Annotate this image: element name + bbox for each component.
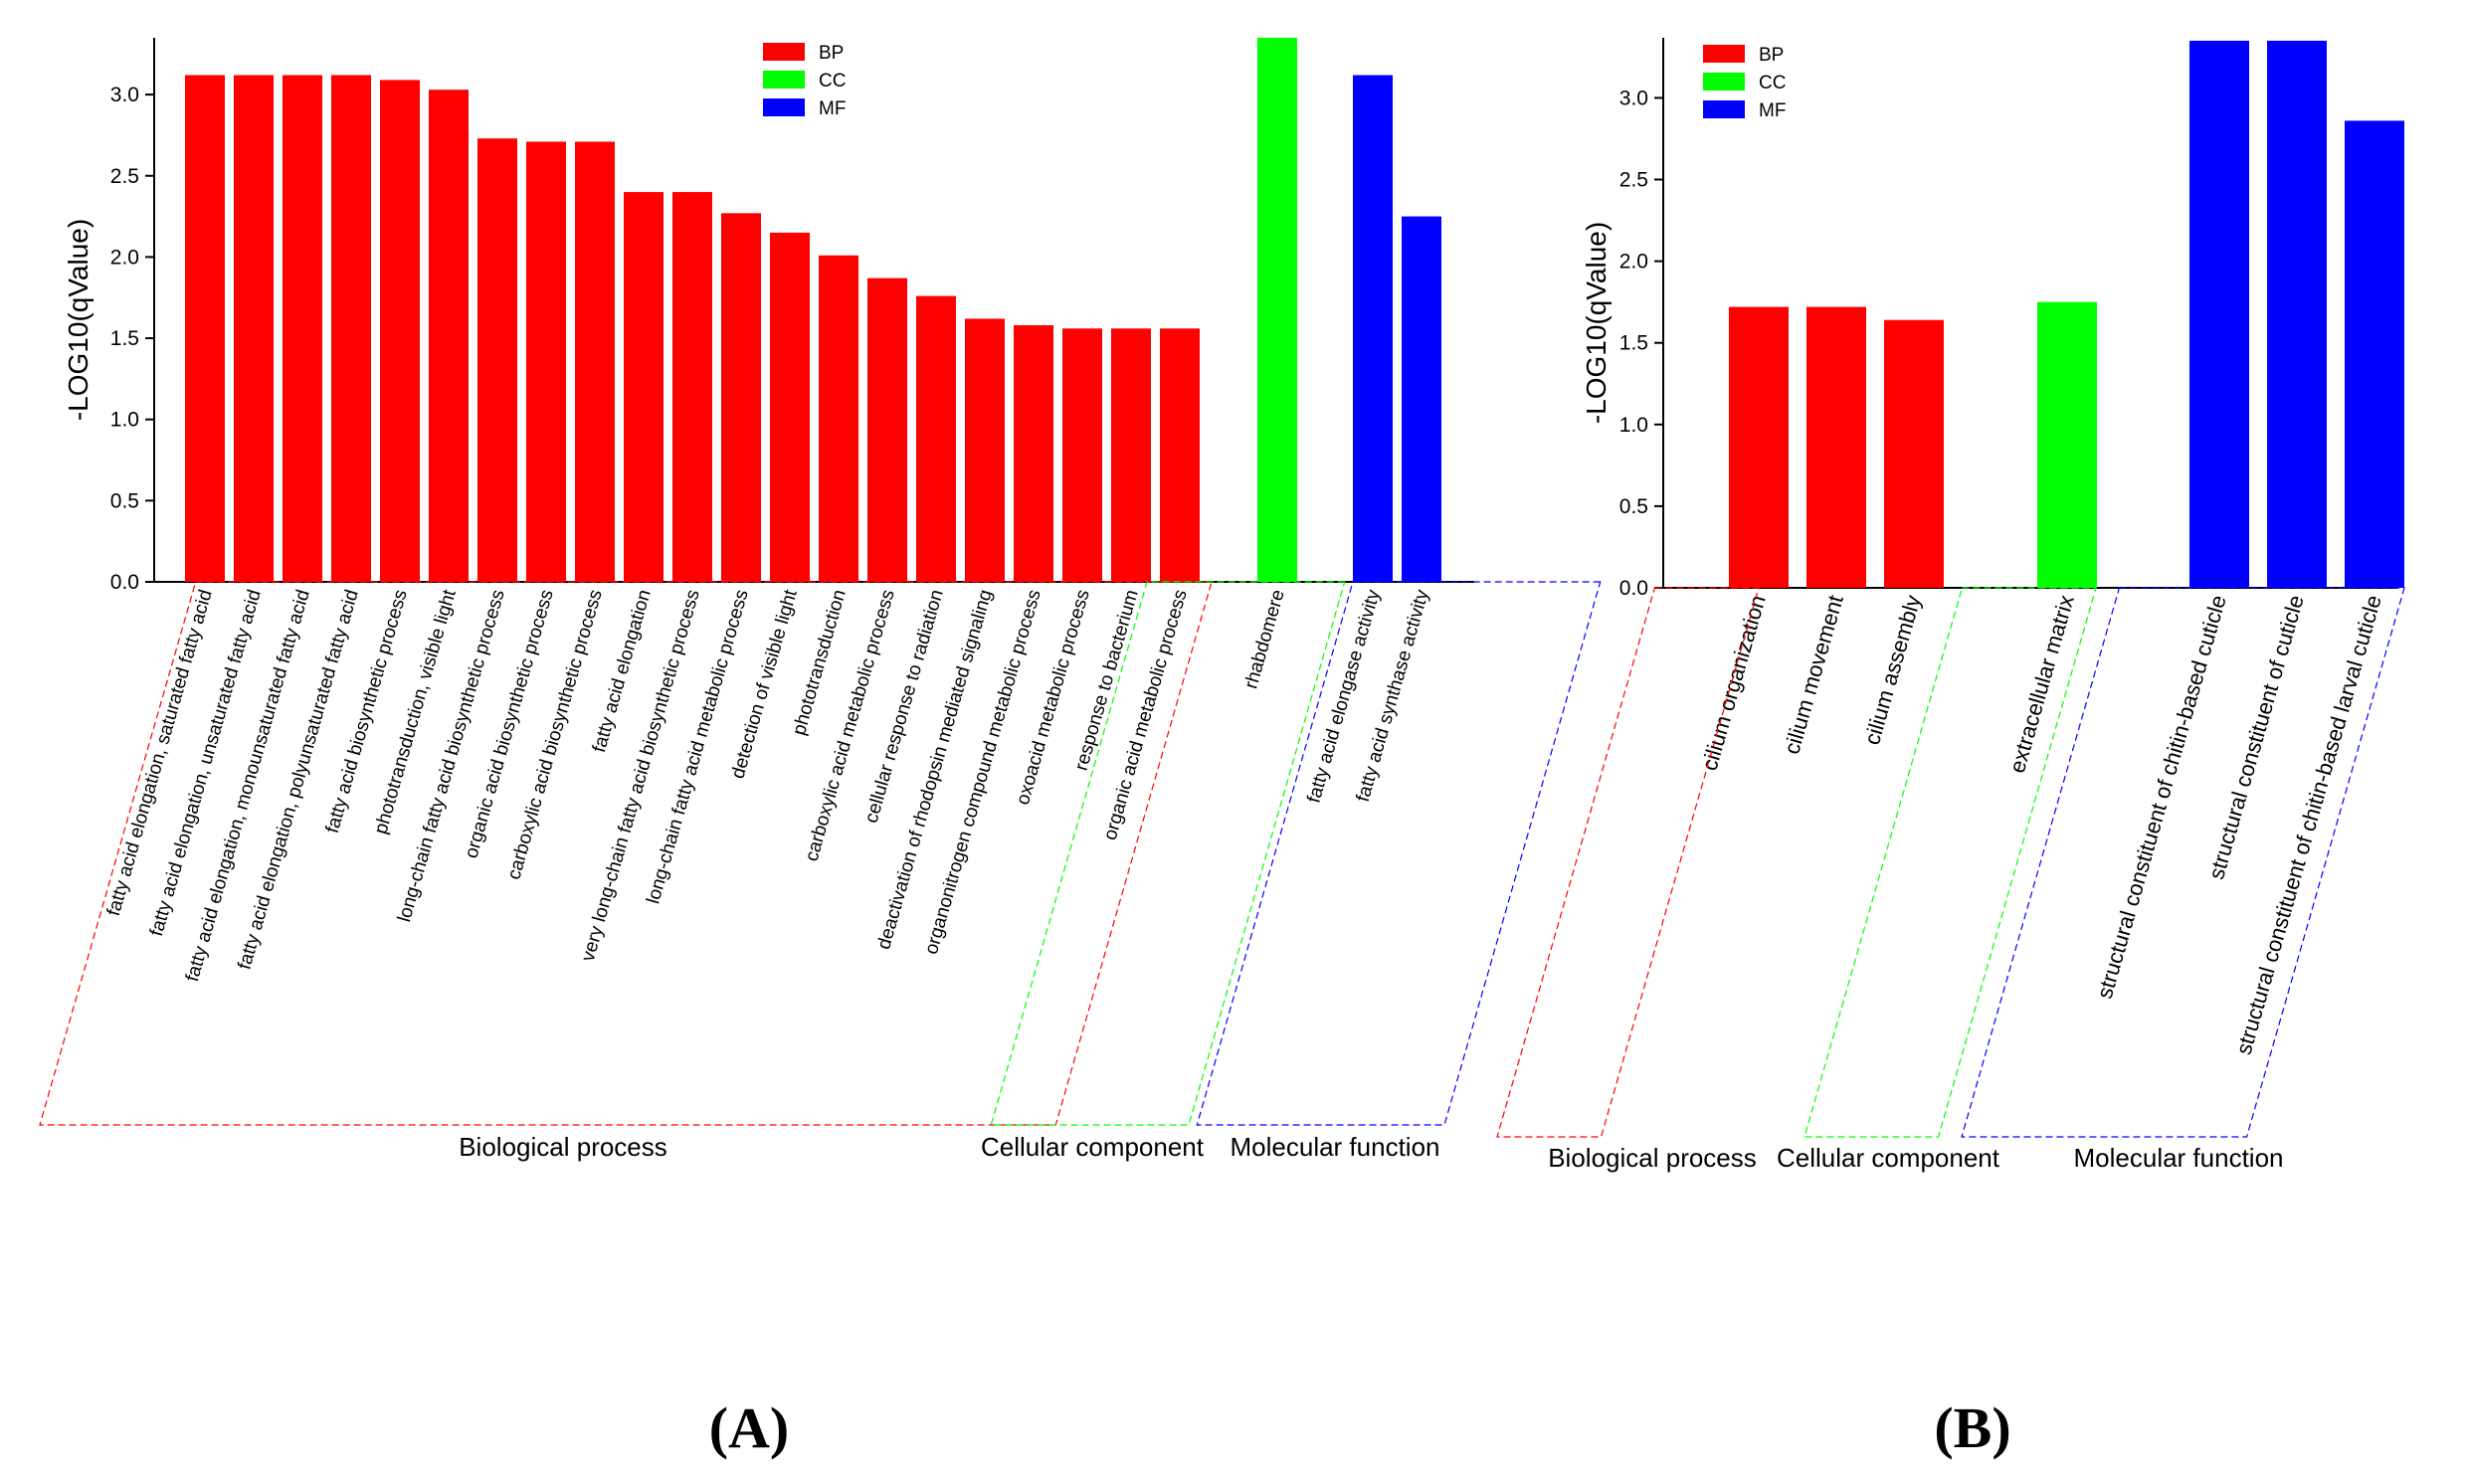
category-label: carboxylic acid biosynthetic process (503, 588, 606, 882)
category-label: cilium organization (1697, 592, 1771, 773)
bar (1806, 306, 1866, 588)
y-tick-label: 2.5 (1619, 169, 1648, 192)
bar (867, 278, 907, 582)
bar (185, 75, 225, 582)
legend-swatch (763, 43, 805, 61)
bar (429, 90, 469, 583)
group-bracket (1961, 587, 2405, 1138)
bar (819, 255, 858, 582)
category-label: rhabdomere (1240, 588, 1288, 691)
y-tick-label: 0.5 (1619, 495, 1648, 518)
y-tick-label: 1.0 (1619, 414, 1648, 437)
bar (1884, 319, 1944, 588)
panel-a-bar-chart: 0.00.51.01.52.02.53.0-LOG10(qValue)fatty… (39, 37, 1602, 1460)
bar (770, 232, 810, 582)
legend-label: BP (1759, 45, 1784, 66)
legend-swatch (763, 98, 805, 116)
legend-swatch (763, 71, 805, 89)
panel-label: (B) (1934, 1395, 2010, 1460)
bar (1257, 37, 1297, 582)
bar (1111, 328, 1151, 582)
y-tick-label: 1.5 (110, 327, 139, 350)
bar (234, 75, 274, 582)
category-label: phototransduction (789, 588, 851, 738)
group-bracket (990, 581, 1346, 1126)
category-label: structural constituent of chitin-based c… (2092, 592, 2231, 1001)
legend-label: MF (1759, 100, 1786, 121)
y-tick-label: 2.0 (110, 246, 139, 269)
group-bracket (1196, 581, 1602, 1126)
y-tick-label: 2.0 (1619, 251, 1648, 274)
bar (283, 75, 322, 582)
legend-label: MF (819, 98, 846, 119)
bar (380, 80, 420, 582)
bar (2037, 301, 2097, 588)
legend-swatch (1703, 45, 1745, 63)
bar (575, 141, 615, 582)
panel-label: (A) (709, 1395, 790, 1460)
category-label: cilium movement (1779, 592, 1848, 757)
legend: BP CC MF (1703, 45, 1786, 121)
bar (331, 75, 371, 582)
bar (624, 192, 664, 582)
bar (1729, 306, 1789, 588)
bar (1014, 324, 1053, 582)
y-tick-label: 0.5 (110, 489, 139, 512)
bar (672, 192, 712, 582)
group-label: Molecular function (1231, 1132, 1440, 1162)
legend-swatch (1703, 100, 1745, 118)
y-tick-label: 2.5 (110, 165, 139, 188)
group-label: Molecular function (2074, 1143, 2284, 1173)
y-tick-label: 3.0 (1619, 87, 1648, 109)
bar (1160, 328, 1200, 582)
group-bracket (1496, 587, 1760, 1138)
group-label: Biological process (459, 1132, 667, 1162)
bar (526, 141, 566, 582)
legend-label: CC (1759, 73, 1786, 93)
bar (477, 138, 517, 583)
category-label: extracellular matrix (2004, 592, 2079, 775)
bar (721, 213, 761, 582)
bar (2345, 120, 2404, 588)
group-label: Cellular component (981, 1132, 1205, 1162)
bar (1402, 216, 1441, 582)
y-axis-label: -LOG10(qValue) (63, 219, 94, 421)
category-label: cilium assembly (1859, 592, 1926, 747)
group-label: Biological process (1548, 1143, 1757, 1173)
bar (2189, 40, 2249, 589)
group-bracket (1804, 587, 2097, 1138)
bar (2267, 40, 2327, 589)
bar (1353, 75, 1393, 582)
category-label: carboxylic acid metabolic process (802, 588, 899, 864)
bar (1062, 328, 1102, 582)
legend-swatch (1703, 73, 1745, 91)
y-tick-label: 0.0 (110, 571, 139, 594)
y-tick-label: 1.5 (1619, 332, 1648, 355)
y-tick-label: 3.0 (110, 84, 139, 106)
bar (916, 295, 956, 582)
category-label: structural constituent of chitin-based l… (2231, 592, 2386, 1057)
panel-b-bar-chart: 0.0 0.5 1.0 1.5 2.0 2.5 3.0 -LOG10(qValue) ciliu… (1496, 38, 2405, 1460)
category-label: organic acid biosynthetic process (461, 588, 557, 861)
legend: BP CC MF (763, 43, 846, 119)
legend-label: CC (819, 71, 846, 92)
y-tick-label: 0.0 (1619, 577, 1648, 600)
y-tick-label: 1.0 (110, 409, 139, 432)
y-axis-label: -LOG10(qValue) (1581, 222, 1612, 424)
legend-label: BP (819, 43, 844, 64)
bar (965, 318, 1005, 582)
group-label: Cellular component (1777, 1143, 2000, 1173)
